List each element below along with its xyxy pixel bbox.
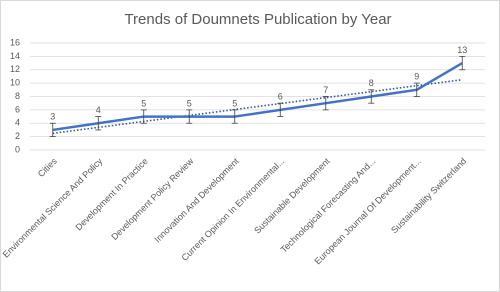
- trendline: [52, 78, 463, 135]
- y-tick-label: 6: [15, 104, 20, 114]
- error-bar: [49, 122, 56, 138]
- chart-title: Trends of Doumnets Publication by Year: [124, 11, 391, 28]
- data-line: [52, 61, 463, 132]
- y-tick-label: 14: [10, 51, 20, 61]
- y-tick-label: 12: [10, 64, 20, 74]
- error-bar: [322, 96, 329, 111]
- y-tick-label: 2: [15, 131, 20, 141]
- error-bar: [413, 82, 420, 97]
- y-tick-label: 10: [10, 78, 20, 88]
- data-label: 5: [141, 98, 146, 108]
- data-label: 3: [50, 112, 55, 122]
- data-label: 13: [457, 45, 467, 55]
- error-bar: [459, 55, 466, 71]
- data-label: 4: [96, 105, 101, 115]
- data-label: 6: [278, 92, 283, 102]
- error-bar: [140, 109, 147, 124]
- error-bar: [186, 109, 193, 124]
- y-tick-label: 8: [15, 91, 20, 101]
- data-label: 7: [323, 85, 328, 95]
- data-label: 9: [414, 72, 419, 82]
- error-bar: [231, 109, 238, 124]
- error-bar: [95, 116, 102, 131]
- data-label: 5: [187, 98, 192, 108]
- data-label: 8: [369, 78, 374, 88]
- data-label: 5: [232, 98, 237, 108]
- error-bar: [277, 102, 284, 117]
- y-tick-label: 16: [10, 37, 20, 47]
- y-tick-label: 4: [15, 118, 20, 128]
- y-tick-label: 0: [15, 144, 20, 154]
- error-bar: [368, 89, 375, 104]
